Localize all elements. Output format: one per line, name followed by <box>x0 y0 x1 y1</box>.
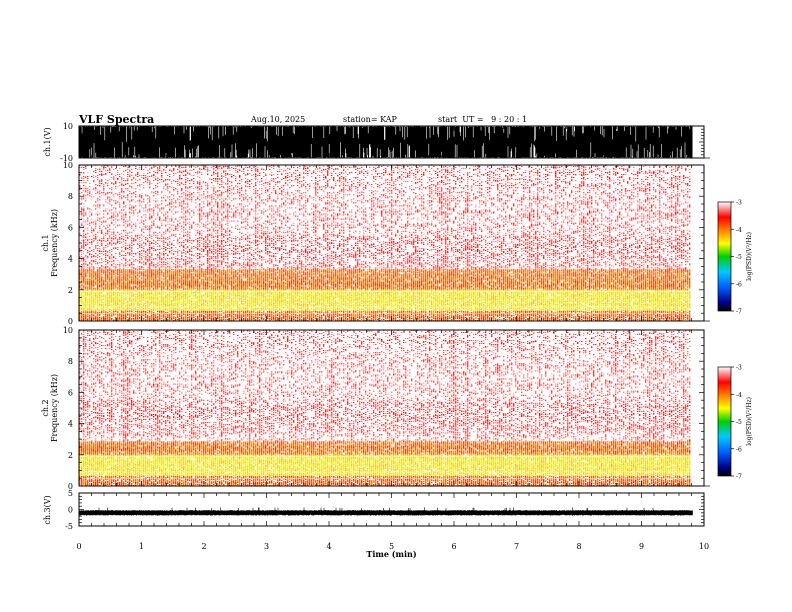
colorbar-tick-label: -7 <box>736 309 742 316</box>
x-tick-label: 1 <box>139 542 144 551</box>
y-tick-label: 6 <box>68 223 73 232</box>
spectrogram-image-2 <box>79 330 693 486</box>
y-tick-label: 10 <box>63 161 73 170</box>
colorbar-label: log(PSD)(V²/Hz) <box>746 397 753 446</box>
y-tick-label: 0 <box>68 317 73 326</box>
colorbar-tick-label: -4 <box>736 392 742 399</box>
colorbar-label: log(PSD)(V²/Hz) <box>746 232 753 281</box>
y-tick-label: 10 <box>63 326 73 335</box>
y-tick-label: 0 <box>68 506 73 515</box>
vlf-figure: 10-100246810024681050-50 1 2 3 4 5 6 7 8 9 10Time … <box>0 0 792 612</box>
colorbar-2 <box>718 367 731 476</box>
y-tick-label: 8 <box>68 357 73 366</box>
y-tick-label: 2 <box>68 451 73 460</box>
y-tick-label: -5 <box>65 522 73 531</box>
x-tick-label: 2 <box>201 542 206 551</box>
y-axis-label-ch3: ch.3(V) <box>43 495 52 524</box>
waveform-trace-3 <box>79 507 693 515</box>
colorbar-tick-label: -6 <box>736 446 742 453</box>
x-tick-label: 7 <box>514 542 519 551</box>
y-tick-label: 4 <box>68 420 73 429</box>
colorbar-tick-label: -3 <box>736 200 742 207</box>
spectrogram-image-1 <box>79 165 693 321</box>
waveform-trace-0 <box>79 126 692 158</box>
colorbar-tick-label: -6 <box>736 281 742 288</box>
y-axis-label-ch1: ch.1(V) <box>43 127 52 156</box>
y-tick-label: 8 <box>68 192 73 201</box>
x-tick-label: 10 <box>699 542 709 551</box>
colorbar-tick-label: -4 <box>736 227 742 234</box>
colorbar-tick-label: -3 <box>736 365 742 372</box>
y-tick-label: 10 <box>63 122 73 131</box>
x-axis-label: Time (min) <box>366 549 416 559</box>
colorbar-1 <box>718 202 731 311</box>
colorbar-tick-label: -5 <box>736 254 742 261</box>
x-tick-label: 6 <box>451 542 456 551</box>
x-tick-label: 4 <box>326 542 331 551</box>
colorbar-tick-label: -7 <box>736 474 742 481</box>
x-tick-label: 9 <box>639 542 644 551</box>
colorbar-tick-label: -5 <box>736 419 742 426</box>
y-tick-label: 6 <box>68 388 73 397</box>
y-tick-label: 5 <box>68 489 73 498</box>
y-tick-label: 2 <box>68 286 73 295</box>
x-tick-label: 3 <box>264 542 269 551</box>
x-tick-label: 0 <box>76 542 81 551</box>
y-tick-label: 4 <box>68 255 73 264</box>
y-axis-label-ch1: ch.1Frequency (kHz) <box>41 209 59 277</box>
y-axis-label-ch2: ch.2Frequency (kHz) <box>41 374 59 442</box>
x-tick-label: 8 <box>576 542 581 551</box>
